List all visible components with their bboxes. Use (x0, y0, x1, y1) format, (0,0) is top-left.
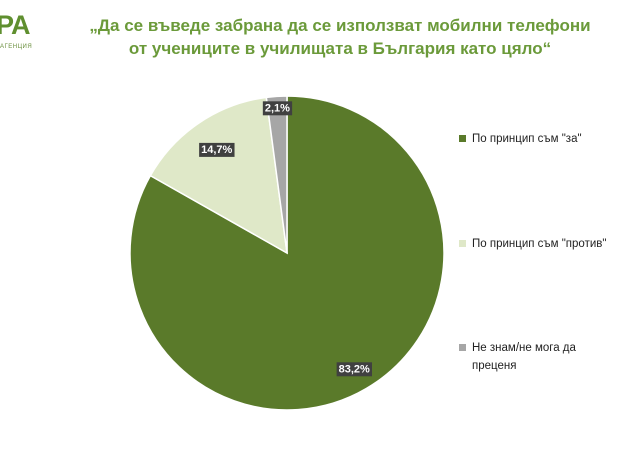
pie-slice-against (149, 96, 288, 255)
svg-text:2,1%: 2,1% (265, 102, 290, 114)
legend-label-for: По принцип съм "за" (472, 133, 582, 145)
legend-swatch-against (459, 240, 466, 247)
brand-logo: PA АГЕНЦИЯ (0, 8, 40, 54)
pie-slice-for (129, 95, 445, 411)
legend-label-against: По принцип съм "против" (472, 238, 607, 250)
svg-text:83,2%: 83,2% (339, 363, 370, 375)
logo-subtitle: АГЕНЦИЯ (0, 44, 33, 50)
legend-label-dont-know: Не знам/не мога да преценя (472, 342, 576, 372)
legend-item-for: По принцип съм "за" (459, 130, 632, 148)
svg-text:14,7%: 14,7% (201, 144, 232, 156)
pie-label-dont-know: 2,1% (262, 101, 293, 116)
logo-mark: PA (0, 10, 31, 40)
legend-item-against: По принцип съм "против" (459, 235, 632, 253)
legend-swatch-for (459, 135, 466, 142)
chart-title-line-2: от учениците в училищата в България като… (128, 39, 552, 58)
pie-slice-dont-know (265, 95, 288, 254)
legend-item-dont-know: Не знам/не мога да преценя (459, 339, 582, 375)
pie-label-for-box (336, 362, 373, 377)
pie-label-dont-know-box (262, 101, 293, 116)
pie-label-against: 14,7% (199, 142, 235, 157)
chart-title: „Да се въведе забрана да се използват мо… (60, 14, 620, 60)
pie-label-against-box (199, 142, 235, 157)
legend-swatch-dont-know (459, 344, 466, 351)
pie-label-for: 83,2% (336, 362, 373, 377)
chart-title-line-1: „Да се въведе забрана да се използват мо… (89, 16, 591, 35)
